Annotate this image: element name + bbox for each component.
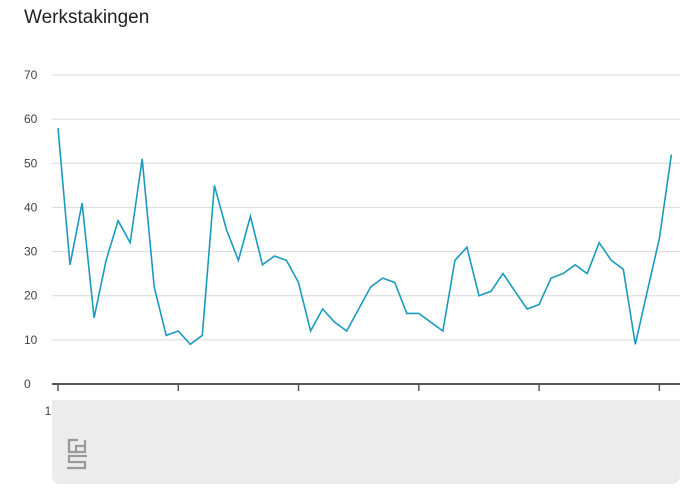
data-point	[298, 282, 300, 284]
data-point	[466, 246, 468, 248]
data-point	[165, 334, 167, 336]
y-axis-tick-labels: 0 10 20 30 40 50 60 70	[24, 68, 38, 391]
data-point	[310, 330, 312, 332]
data-point	[502, 273, 504, 275]
data-point	[370, 286, 372, 288]
data-point	[81, 202, 83, 204]
y-tick-label: 40	[24, 200, 38, 214]
data-point	[177, 330, 179, 332]
data-point	[646, 290, 648, 292]
series-lines	[57, 127, 673, 346]
data-point	[658, 237, 660, 239]
data-point	[201, 334, 203, 336]
data-point	[382, 277, 384, 279]
data-point	[57, 127, 59, 129]
y-tick-label: 50	[24, 156, 38, 170]
data-point	[418, 312, 420, 314]
series-line	[57, 127, 673, 346]
data-point	[478, 295, 480, 297]
data-point	[538, 304, 540, 306]
data-point	[670, 154, 672, 156]
data-point	[322, 308, 324, 310]
chart-footer	[52, 400, 680, 484]
data-point	[598, 242, 600, 244]
data-point	[213, 184, 215, 186]
y-tick-label: 0	[24, 377, 31, 391]
y-tick-label: 10	[24, 333, 38, 347]
data-point	[225, 229, 227, 231]
data-point	[430, 321, 432, 323]
data-point	[622, 268, 624, 270]
data-point	[117, 220, 119, 222]
data-point	[634, 343, 636, 345]
data-point	[574, 264, 576, 266]
data-point	[129, 242, 131, 244]
data-point	[394, 282, 396, 284]
y-tick-label: 30	[24, 245, 38, 259]
data-point	[454, 259, 456, 261]
data-point	[346, 330, 348, 332]
data-point	[189, 343, 191, 345]
data-point	[93, 317, 95, 319]
data-point	[262, 264, 264, 266]
data-point	[105, 259, 107, 261]
chart-title: Werkstakingen	[24, 7, 150, 28]
data-point	[286, 259, 288, 261]
data-point	[249, 215, 251, 217]
data-point	[69, 264, 71, 266]
y-tick-label: 60	[24, 112, 38, 126]
data-point	[153, 286, 155, 288]
data-point	[526, 308, 528, 310]
cbs-logo-icon	[67, 438, 87, 470]
data-point	[442, 330, 444, 332]
data-point	[550, 277, 552, 279]
data-point	[237, 259, 239, 261]
data-point	[141, 158, 143, 160]
y-tick-label: 70	[24, 68, 38, 82]
data-point	[274, 255, 276, 257]
data-point	[586, 273, 588, 275]
data-point	[490, 290, 492, 292]
data-point	[358, 308, 360, 310]
data-point	[406, 312, 408, 314]
data-point	[334, 321, 336, 323]
y-tick-label: 20	[24, 289, 38, 303]
data-point	[514, 290, 516, 292]
data-point	[562, 273, 564, 275]
data-point	[610, 259, 612, 261]
